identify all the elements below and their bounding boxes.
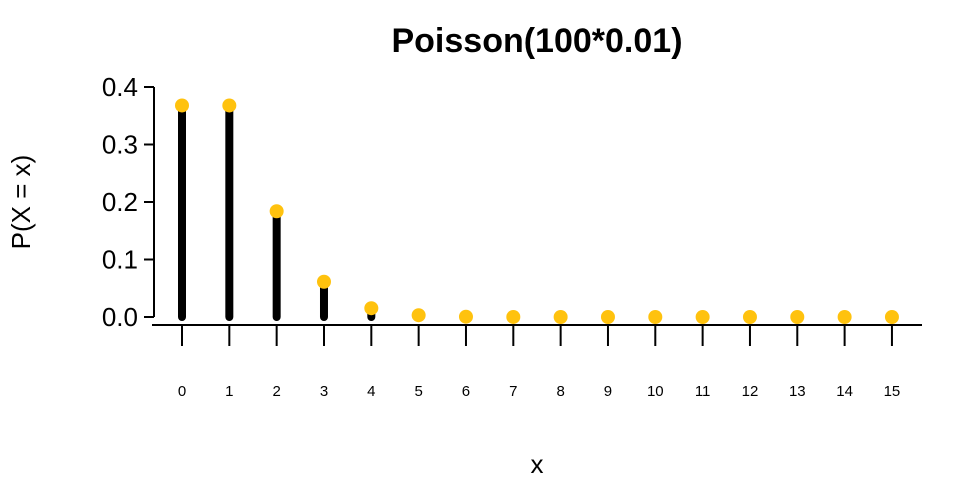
x-tick-label: 4 <box>367 383 375 400</box>
x-tick-label: 1 <box>225 383 233 400</box>
data-point <box>884 310 899 324</box>
y-tick-label: 0.2 <box>102 187 138 217</box>
data-point <box>742 310 757 324</box>
data-point <box>175 98 189 113</box>
x-tick-label: 0 <box>178 383 186 400</box>
data-point <box>411 308 426 323</box>
x-tick-label: 10 <box>647 383 664 400</box>
data-point <box>695 310 710 324</box>
x-tick-label: 12 <box>742 383 759 400</box>
y-tick-label: 0.3 <box>102 130 138 160</box>
y-axis-label: P(X = x) <box>6 155 36 250</box>
x-tick-label: 11 <box>695 383 711 400</box>
data-point <box>364 301 379 316</box>
y-tick-label: 0.1 <box>102 245 138 275</box>
data-point <box>316 274 331 289</box>
data-point <box>837 310 852 324</box>
data-point <box>458 309 473 324</box>
x-axis: 0 1 2 3 4 5 6 7 8 9 10 11 12 13 14 15 <box>152 324 922 400</box>
x-tick-label: 5 <box>414 383 422 400</box>
x-tick-label: 7 <box>509 383 517 400</box>
x-tick-label: 15 <box>884 383 901 400</box>
data-point <box>269 204 284 219</box>
data-point <box>553 310 568 324</box>
y-tick-label: 0.4 <box>102 72 138 102</box>
x-tick-label: 6 <box>462 383 470 400</box>
data-point <box>648 310 663 324</box>
x-axis-label: x <box>531 449 544 479</box>
y-axis: 0.0 0.1 0.2 0.3 0.4 <box>102 72 155 332</box>
data-point <box>506 309 521 324</box>
data-point <box>600 310 615 324</box>
x-tick-label: 9 <box>604 383 612 400</box>
x-tick-label: 13 <box>789 383 806 400</box>
x-tick-label: 14 <box>836 383 853 400</box>
data-point <box>790 310 805 324</box>
x-tick-label: 3 <box>320 383 328 400</box>
x-tick-label: 2 <box>272 383 280 400</box>
chart-title: Poisson(100*0.01) <box>391 22 682 60</box>
x-tick-label: 8 <box>556 383 564 400</box>
data-point <box>222 98 237 113</box>
y-tick-label: 0.0 <box>102 302 138 332</box>
points-group <box>175 98 899 324</box>
